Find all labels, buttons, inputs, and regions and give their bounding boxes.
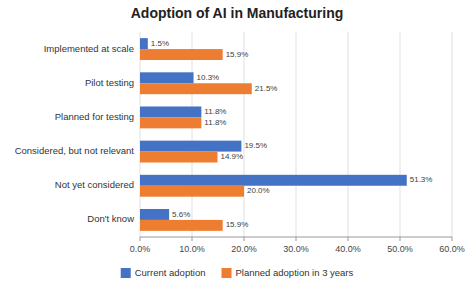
- data-label: 11.8%: [204, 107, 226, 116]
- data-label: 11.8%: [204, 118, 226, 127]
- tick-label: 10.0%: [179, 244, 205, 254]
- tick-label: 40.0%: [335, 244, 361, 254]
- data-label: 19.5%: [244, 141, 267, 150]
- data-label: 14.9%: [220, 152, 243, 161]
- legend-swatch: [121, 268, 131, 278]
- bar: [140, 38, 148, 49]
- category-label: Implemented at scale: [44, 43, 134, 54]
- title: Adoption of AI in Manufacturing: [131, 5, 344, 21]
- legend-label: Planned adoption in 3 years: [236, 267, 354, 278]
- category-label: Don't know: [87, 213, 134, 224]
- x-axis: 0.0% 10.0% 20.0% 30.0% 40.0% 50.0% 60.0%: [130, 237, 465, 254]
- axis-line: [140, 237, 452, 238]
- tick-mark: [296, 237, 297, 241]
- data-labels: 1.5% 10.3% 11.8% 19.5% 51.3% 5.6% 15.9% 21.5% 11…: [151, 39, 433, 230]
- tick-mark: [400, 237, 401, 241]
- category-label: Not yet considered: [55, 179, 134, 190]
- page: {"chart_data": {"type": "bar", "orientat…: [0, 0, 474, 285]
- category-label: Planned for testing: [55, 111, 134, 122]
- tick-label: 60.0%: [439, 244, 465, 254]
- grid-line: [348, 32, 349, 237]
- bar: [140, 83, 252, 94]
- tick-mark: [192, 237, 193, 241]
- data-label: 5.6%: [172, 210, 190, 219]
- grid-line: [452, 32, 453, 237]
- category-label: Considered, but not relevant: [15, 145, 135, 156]
- bar: [140, 141, 241, 152]
- bar: [140, 209, 169, 220]
- bar: [140, 175, 407, 186]
- bar: [140, 49, 223, 60]
- grid-line: [192, 32, 193, 237]
- bar: [140, 186, 244, 197]
- grid-line: [244, 32, 245, 237]
- grid-line: [140, 32, 141, 237]
- data-label: 20.0%: [247, 186, 270, 195]
- y-axis: Implemented at scale Pilot testing Planned…: [15, 43, 135, 225]
- data-label: 15.9%: [226, 50, 249, 59]
- bar: [140, 220, 223, 231]
- tick-label: 0.0%: [130, 244, 151, 254]
- data-label: 10.3%: [197, 73, 220, 82]
- category-label: Pilot testing: [85, 77, 134, 88]
- tick-mark: [244, 237, 245, 241]
- data-label: 21.5%: [255, 84, 278, 93]
- bars: [140, 38, 407, 231]
- bar: [140, 72, 194, 83]
- grid-line: [400, 32, 401, 237]
- grid-line: [296, 32, 297, 237]
- grid: [140, 32, 452, 237]
- tick-mark: [452, 237, 453, 241]
- data-label: 51.3%: [410, 175, 433, 184]
- legend-label: Current adoption: [135, 267, 206, 278]
- tick-label: 20.0%: [231, 244, 257, 254]
- tick-label: 50.0%: [387, 244, 413, 254]
- legend: Current adoption Planned adoption in 3 ye…: [121, 267, 354, 278]
- data-label: 15.9%: [226, 220, 249, 229]
- bar: [140, 152, 217, 163]
- tick-mark: [348, 237, 349, 241]
- chart: Adoption of AI in Manufacturing 0.0% 10.0%…: [0, 0, 474, 285]
- tick-mark: [140, 237, 141, 241]
- data-label: 1.5%: [151, 39, 169, 48]
- bar: [140, 106, 201, 117]
- bar: [140, 117, 201, 128]
- legend-swatch: [222, 268, 232, 278]
- tick-label: 30.0%: [283, 244, 309, 254]
